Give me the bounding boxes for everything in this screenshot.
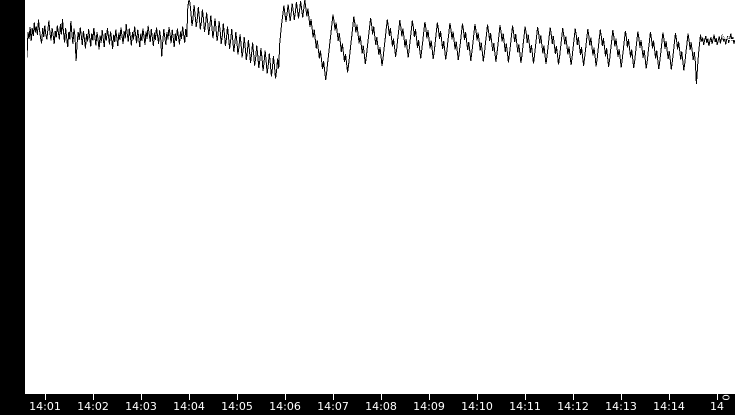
x-axis-label: 14:11 — [509, 400, 541, 413]
y-axis-tick — [728, 274, 735, 276]
y-axis-tick — [728, 157, 735, 159]
y-axis-tick — [728, 0, 735, 1]
x-axis-tick — [717, 394, 718, 400]
y-axis-label: 279 — [721, 249, 732, 269]
x-axis-label: 14:04 — [173, 400, 205, 413]
x-axis-tick — [429, 394, 430, 400]
x-axis-tick — [669, 394, 670, 400]
x-axis-label: 14:03 — [125, 400, 157, 413]
x-axis-tick — [93, 394, 94, 400]
y-axis-label: 69 — [721, 364, 732, 378]
x-axis-tick — [477, 394, 478, 400]
y-axis-tick — [728, 117, 735, 119]
x-axis-tick — [189, 394, 190, 400]
x-axis-tick — [381, 394, 382, 400]
x-axis-label: 14:13 — [605, 400, 637, 413]
y-axis-band — [0, 0, 27, 392]
x-axis-tick — [621, 394, 622, 400]
y-axis-label: 349 — [721, 210, 732, 230]
x-axis-label: 14:10 — [461, 400, 493, 413]
x-axis-tick — [141, 394, 142, 400]
x-axis-label: 14:14 — [653, 400, 685, 413]
x-axis-tick — [285, 394, 286, 400]
y-axis-label: 139 — [721, 328, 732, 348]
y-axis-tick — [728, 391, 735, 392]
x-axis-tick — [45, 394, 46, 400]
y-axis-tick — [728, 196, 735, 197]
x-axis-label: 14:08 — [365, 400, 397, 413]
axis-corner — [0, 392, 27, 394]
x-axis-label: 14:07 — [317, 400, 349, 413]
x-axis-tick — [237, 394, 238, 400]
traffic-line — [27, 0, 735, 85]
y-axis-tick — [728, 313, 735, 315]
y-axis-label: 488 — [721, 132, 732, 152]
y-axis-label: 698 — [721, 20, 732, 40]
x-axis-spine — [25, 392, 735, 394]
x-axis-tick — [525, 394, 526, 400]
y-axis-tick — [728, 39, 735, 41]
x-axis-label: 14:06 — [269, 400, 301, 413]
x-axis-label: 14:09 — [413, 400, 445, 413]
y-axis-label: 628 — [721, 53, 732, 73]
y-axis-tick — [728, 78, 735, 80]
x-axis-label: 14:02 — [77, 400, 109, 413]
x-axis-label: 14:12 — [557, 400, 589, 413]
y-axis-spine — [25, 0, 27, 392]
y-axis-tick — [728, 235, 735, 237]
x-axis-tick — [333, 394, 334, 400]
plot-area — [27, 0, 735, 392]
x-axis-band — [0, 394, 735, 415]
x-axis-label: 14:05 — [221, 400, 253, 413]
y-axis-label: 418 — [721, 171, 732, 191]
x-axis-label: 14:01 — [29, 400, 61, 413]
y-axis-label: 558 — [721, 93, 732, 113]
y-axis-label: 209 — [721, 289, 732, 309]
x-axis-label: 14 — [710, 400, 724, 413]
data-line-series — [27, 0, 735, 85]
y-axis-tick — [728, 353, 735, 355]
x-axis-tick — [573, 394, 574, 400]
